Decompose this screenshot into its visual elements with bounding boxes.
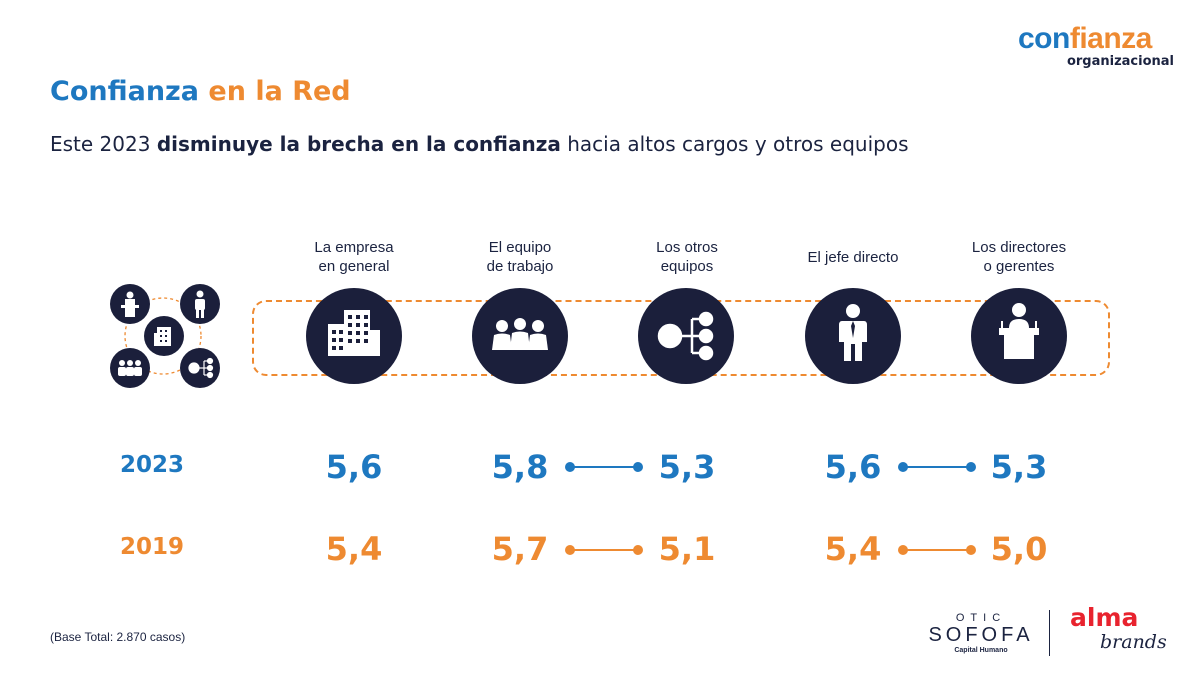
connector-2019-cargos bbox=[898, 545, 976, 555]
alma-line1: alma bbox=[1070, 603, 1139, 632]
cluster-boss-icon bbox=[180, 284, 220, 324]
otic-line1: OTIC bbox=[955, 612, 1007, 624]
alma-brands-logo: alma brands bbox=[1070, 604, 1180, 656]
building-icon bbox=[306, 288, 402, 384]
logo-part3: organizacional bbox=[1066, 54, 1174, 69]
value-2019-jefe: 5,4 bbox=[824, 530, 882, 568]
network-cluster bbox=[104, 282, 222, 390]
cluster-building-icon bbox=[144, 316, 184, 356]
connector-2019-equipos bbox=[565, 545, 643, 555]
cluster-podium-icon bbox=[110, 284, 150, 324]
year-2019: 2019 bbox=[120, 534, 185, 560]
value-2023-jefe: 5,6 bbox=[824, 448, 882, 486]
value-2023-otros-equipos: 5,3 bbox=[658, 448, 716, 486]
value-2023-directores: 5,3 bbox=[990, 448, 1048, 486]
subtitle-bold: disminuye la brecha en la confianza bbox=[156, 132, 561, 156]
title-part2: en la Red bbox=[208, 76, 351, 107]
year-2023: 2023 bbox=[120, 452, 185, 478]
otic-line3: Capital Humano bbox=[954, 647, 1008, 654]
title-part1: Confianza bbox=[50, 76, 199, 107]
value-2019-empresa: 5,4 bbox=[325, 530, 383, 568]
subtitle-post: hacia altos cargos y otros equipos bbox=[560, 132, 909, 156]
column-label-otros-equipos: Los otros equipos bbox=[656, 239, 718, 275]
value-2023-empresa: 5,6 bbox=[325, 448, 383, 486]
value-2019-otros-equipos: 5,1 bbox=[658, 530, 716, 568]
cluster-network-icon bbox=[180, 348, 220, 388]
value-2019-directores: 5,0 bbox=[990, 530, 1048, 568]
boss-icon bbox=[805, 288, 901, 384]
confianza-logo: confianza organizacional bbox=[1018, 22, 1178, 74]
cluster-team-icon bbox=[110, 348, 150, 388]
alma-line2: brands bbox=[1100, 631, 1167, 653]
logo-part1: con bbox=[1018, 22, 1070, 55]
podium-icon bbox=[971, 288, 1067, 384]
connector-2023-cargos bbox=[898, 462, 976, 472]
column-label-directores: Los directores o gerentes bbox=[971, 239, 1067, 275]
base-footnote: (Base Total: 2.870 casos) bbox=[50, 630, 186, 644]
team-icon bbox=[472, 288, 568, 384]
otic-sofofa-logo: OTIC SOFOFA Capital Humano bbox=[926, 612, 1036, 660]
column-label-equipo: El equipo de trabajo bbox=[486, 239, 554, 275]
connector-2023-equipos bbox=[565, 462, 643, 472]
subtitle-pre: Este 2023 bbox=[50, 132, 157, 156]
page-subtitle: Este 2023 disminuye la brecha en la conf… bbox=[50, 130, 908, 158]
page-title: Confianza en la Red bbox=[50, 74, 351, 110]
network-icon bbox=[638, 288, 734, 384]
value-2019-equipo: 5,7 bbox=[491, 530, 549, 568]
otic-line2: SOFOFA bbox=[928, 624, 1034, 646]
network-cluster-lines bbox=[124, 297, 202, 375]
logo-part2: fianza bbox=[1069, 22, 1153, 55]
value-2023-equipo: 5,8 bbox=[491, 448, 549, 486]
column-label-empresa: La empresa en general bbox=[314, 239, 394, 275]
logo-divider bbox=[1049, 610, 1050, 656]
column-label-jefe: El jefe directo bbox=[807, 249, 899, 266]
